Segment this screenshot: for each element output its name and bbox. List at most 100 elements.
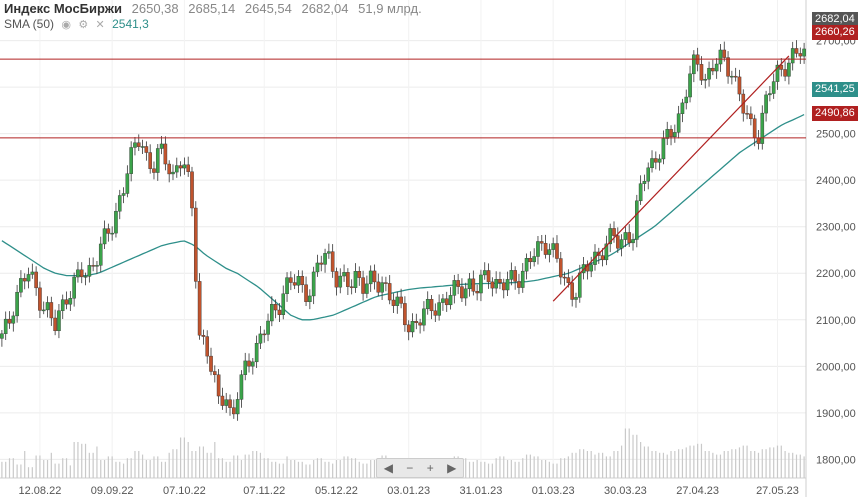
candle-body bbox=[121, 193, 126, 196]
volume-bar bbox=[183, 437, 185, 478]
candle-body bbox=[330, 251, 335, 272]
candle-body bbox=[790, 48, 795, 64]
candle-body bbox=[209, 355, 213, 372]
lower-level-badge: 2490,86 bbox=[812, 106, 858, 121]
candle-body bbox=[726, 57, 730, 77]
volume-bar bbox=[621, 445, 623, 478]
volume-bar bbox=[761, 449, 763, 478]
volume-bar bbox=[31, 467, 33, 478]
x-tick-label: 27.04.23 bbox=[676, 485, 719, 497]
volume-bar bbox=[693, 445, 695, 478]
candle-body bbox=[41, 309, 46, 312]
scroll-right-button[interactable]: ▶ bbox=[447, 461, 457, 475]
zoom-in-button[interactable]: + bbox=[426, 461, 434, 475]
volume-bar bbox=[640, 442, 642, 478]
volume-bar bbox=[252, 451, 254, 478]
candle-body bbox=[91, 265, 95, 267]
candle-body bbox=[346, 272, 350, 287]
candle-body bbox=[53, 317, 57, 332]
volume-bar bbox=[305, 464, 307, 478]
eye-icon[interactable]: ◉ bbox=[61, 19, 71, 31]
x-tick-label: 30.03.23 bbox=[604, 485, 647, 497]
candle-body bbox=[19, 278, 23, 293]
volume-bar bbox=[510, 460, 512, 478]
x-axis: 12.08.22 09.09.22 07.10.22 07.11.22 05.12.22… bbox=[19, 485, 799, 497]
candle-body bbox=[68, 298, 73, 305]
close-icon[interactable]: ✕ bbox=[95, 19, 105, 31]
candle-body bbox=[102, 228, 107, 245]
volume-bar bbox=[716, 454, 718, 478]
volume-bar bbox=[115, 461, 117, 478]
candle-body bbox=[106, 228, 111, 234]
candle-body bbox=[528, 258, 533, 263]
volume-bar bbox=[480, 461, 482, 478]
volume-bar bbox=[259, 452, 262, 478]
volume-bar bbox=[784, 451, 786, 478]
volume-bar bbox=[628, 428, 630, 478]
volume-bar bbox=[674, 451, 676, 478]
gear-icon[interactable]: ⚙ bbox=[78, 19, 89, 31]
zoom-out-button[interactable]: − bbox=[406, 461, 414, 475]
volume-bar bbox=[24, 451, 26, 478]
candle-body bbox=[235, 399, 240, 415]
volume-bar bbox=[229, 461, 231, 478]
volume-bar bbox=[366, 463, 368, 478]
high-value: 2685,14 bbox=[188, 1, 236, 16]
candle-body bbox=[467, 278, 472, 290]
candle-body bbox=[22, 278, 27, 282]
candle-body bbox=[475, 291, 479, 294]
candle-body bbox=[558, 258, 563, 278]
volume-bar bbox=[324, 461, 326, 478]
candle-body bbox=[144, 146, 149, 153]
candle-body bbox=[197, 281, 202, 336]
volume-bar bbox=[472, 461, 474, 478]
volume-bar bbox=[134, 451, 136, 478]
volume-bar bbox=[39, 455, 41, 478]
candle-body bbox=[456, 280, 460, 287]
candle-body bbox=[509, 270, 514, 280]
y-tick-label: 1800,00 bbox=[816, 454, 856, 466]
volume-bar bbox=[776, 445, 779, 478]
candle-body bbox=[505, 279, 510, 291]
candle-body bbox=[410, 321, 415, 333]
volume-bar bbox=[50, 452, 52, 478]
candle-body bbox=[114, 210, 118, 234]
candle-body bbox=[798, 53, 803, 57]
volume-bar bbox=[81, 443, 83, 478]
volume-value: 51,9 млрд. bbox=[358, 1, 422, 16]
candle-body bbox=[631, 239, 635, 244]
candle-body bbox=[57, 310, 61, 332]
volume-bar bbox=[773, 447, 775, 478]
candle-body bbox=[642, 181, 647, 184]
candle-body bbox=[577, 272, 582, 298]
candle-body bbox=[646, 167, 651, 182]
candle-body bbox=[422, 308, 426, 326]
volume-bar bbox=[476, 460, 478, 478]
candle-body bbox=[730, 75, 734, 78]
volume-bar bbox=[332, 463, 334, 478]
candle-body bbox=[167, 163, 171, 175]
volume-bar bbox=[712, 452, 714, 478]
x-tick-label: 09.09.22 bbox=[91, 485, 134, 497]
candle-body bbox=[494, 279, 498, 289]
candle-body bbox=[148, 152, 152, 169]
candle-body bbox=[616, 235, 620, 249]
scroll-left-button[interactable]: ◀ bbox=[383, 461, 393, 475]
volume-bar bbox=[556, 463, 558, 478]
x-tick-label: 12.08.22 bbox=[19, 485, 62, 497]
candle-body bbox=[711, 67, 715, 72]
candle-body bbox=[193, 207, 198, 282]
candle-body bbox=[201, 335, 206, 337]
volume-bar bbox=[788, 452, 790, 478]
candle-body bbox=[285, 277, 289, 295]
candle-body bbox=[695, 54, 700, 65]
candle-body bbox=[787, 62, 791, 77]
candle-body bbox=[361, 277, 365, 294]
candle-body bbox=[783, 69, 787, 77]
volume-bar bbox=[256, 451, 258, 478]
candle-body bbox=[714, 63, 719, 72]
candle-body bbox=[315, 262, 320, 273]
candle-body bbox=[562, 276, 567, 279]
candle-body bbox=[532, 256, 536, 263]
